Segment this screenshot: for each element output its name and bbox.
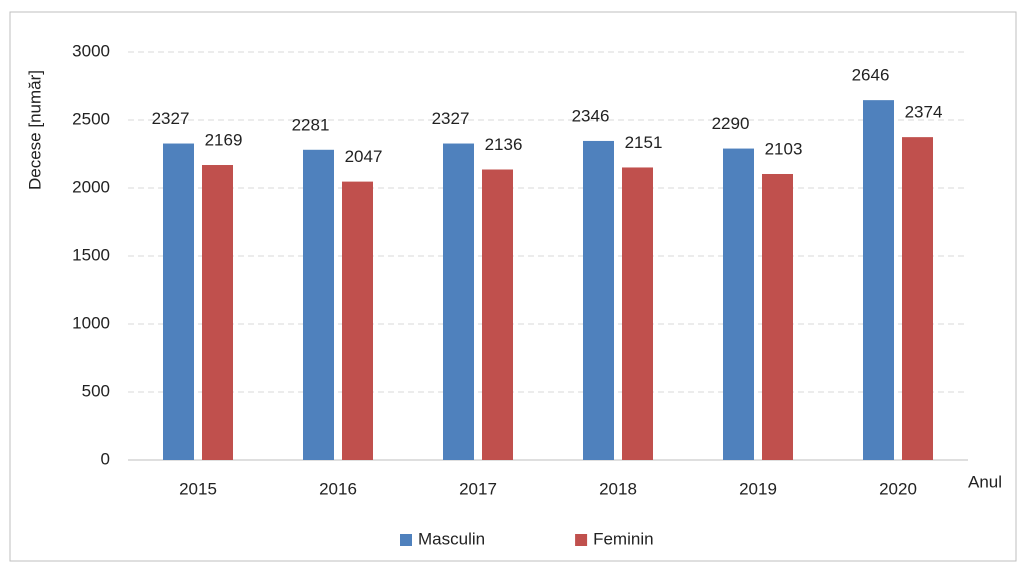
- y-tick-label: 1500: [72, 245, 110, 264]
- bar: [762, 173, 793, 460]
- bar: [902, 137, 933, 461]
- legend-swatch: [400, 534, 412, 546]
- bar: [163, 143, 194, 460]
- bar: [583, 140, 614, 460]
- legend-label: Masculin: [418, 529, 485, 548]
- y-tick-label: 3000: [72, 41, 110, 60]
- x-axis-label: Anul: [968, 472, 1002, 491]
- x-tick-label: 2020: [879, 479, 917, 498]
- y-axis-label: Decese [număr]: [25, 70, 44, 190]
- bar: [202, 165, 233, 461]
- legend-label: Feminin: [593, 529, 653, 548]
- bar: [303, 149, 334, 460]
- bar: [443, 143, 474, 460]
- value-label: 2136: [485, 135, 523, 154]
- y-tick-label: 1000: [72, 313, 110, 332]
- value-label: 2047: [345, 147, 383, 166]
- y-tick-label: 0: [101, 449, 110, 468]
- value-label: 2327: [152, 109, 190, 128]
- bar: [482, 169, 513, 460]
- value-label: 2281: [292, 115, 330, 134]
- legend-swatch: [575, 534, 588, 546]
- value-label: 2327: [432, 109, 470, 128]
- value-label: 2374: [905, 103, 943, 122]
- y-tick-label: 2500: [72, 109, 110, 128]
- y-tick-label: 2000: [72, 177, 110, 196]
- x-tick-label: 2018: [599, 479, 637, 498]
- x-tick-label: 2016: [319, 479, 357, 498]
- y-tick-label: 500: [82, 381, 110, 400]
- value-label: 2290: [712, 114, 750, 133]
- bar: [863, 100, 894, 461]
- x-tick-label: 2019: [739, 479, 777, 498]
- value-label: 2103: [765, 139, 803, 158]
- x-tick-label: 2017: [459, 479, 497, 498]
- value-label: 2646: [852, 66, 890, 85]
- value-label: 2151: [625, 133, 663, 152]
- x-tick-label: 2015: [179, 479, 217, 498]
- value-label: 2169: [205, 131, 243, 150]
- bar: [342, 181, 373, 460]
- bar: [723, 148, 754, 460]
- bar: [622, 167, 653, 461]
- value-label: 2346: [572, 106, 610, 125]
